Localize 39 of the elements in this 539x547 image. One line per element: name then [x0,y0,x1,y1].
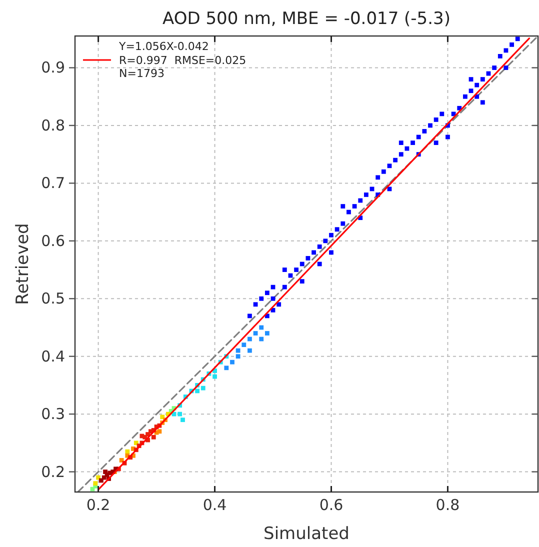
y-axis-title: Retrieved [13,223,33,305]
point [125,449,130,454]
point [180,418,185,422]
point [230,360,234,364]
y-tick-label: 0.2 [41,462,65,481]
y-tick-label: 0.8 [41,116,65,134]
y-tick-label: 0.3 [41,405,65,424]
point [248,336,252,342]
annotation: Y=1.056X-0.042 [118,40,209,53]
annotation: N=1793 [119,67,164,80]
point [259,325,264,330]
y-tick-label: 0.7 [41,174,65,192]
chart-title: AOD 500 nm, MBE = -0.017 (-5.3) [162,9,450,29]
point [253,331,258,336]
y-tick-label: 0.5 [41,290,65,308]
point [200,386,206,390]
x-tick-label: 0.8 [436,496,460,514]
point [224,366,229,370]
point [242,342,246,348]
point [195,388,200,394]
point [236,354,240,359]
y-tick-label: 0.9 [41,58,65,77]
x-tick-label: 0.6 [319,496,344,514]
point [103,470,108,474]
y-tick-label: 0.4 [41,347,65,366]
x-tick-label: 0.4 [202,496,227,514]
point [212,374,217,379]
point [264,331,270,336]
x-tick-label: 0.2 [86,496,110,514]
point [259,336,264,342]
point [236,348,240,353]
legend-label: R=0.997 RMSE=0.025 [119,54,246,67]
point [151,434,156,440]
point [93,481,98,486]
point [248,348,252,353]
point [178,412,182,416]
x-axis-title: Simulated [264,524,350,544]
y-tick-label: 0.6 [41,232,65,250]
point [157,429,162,434]
